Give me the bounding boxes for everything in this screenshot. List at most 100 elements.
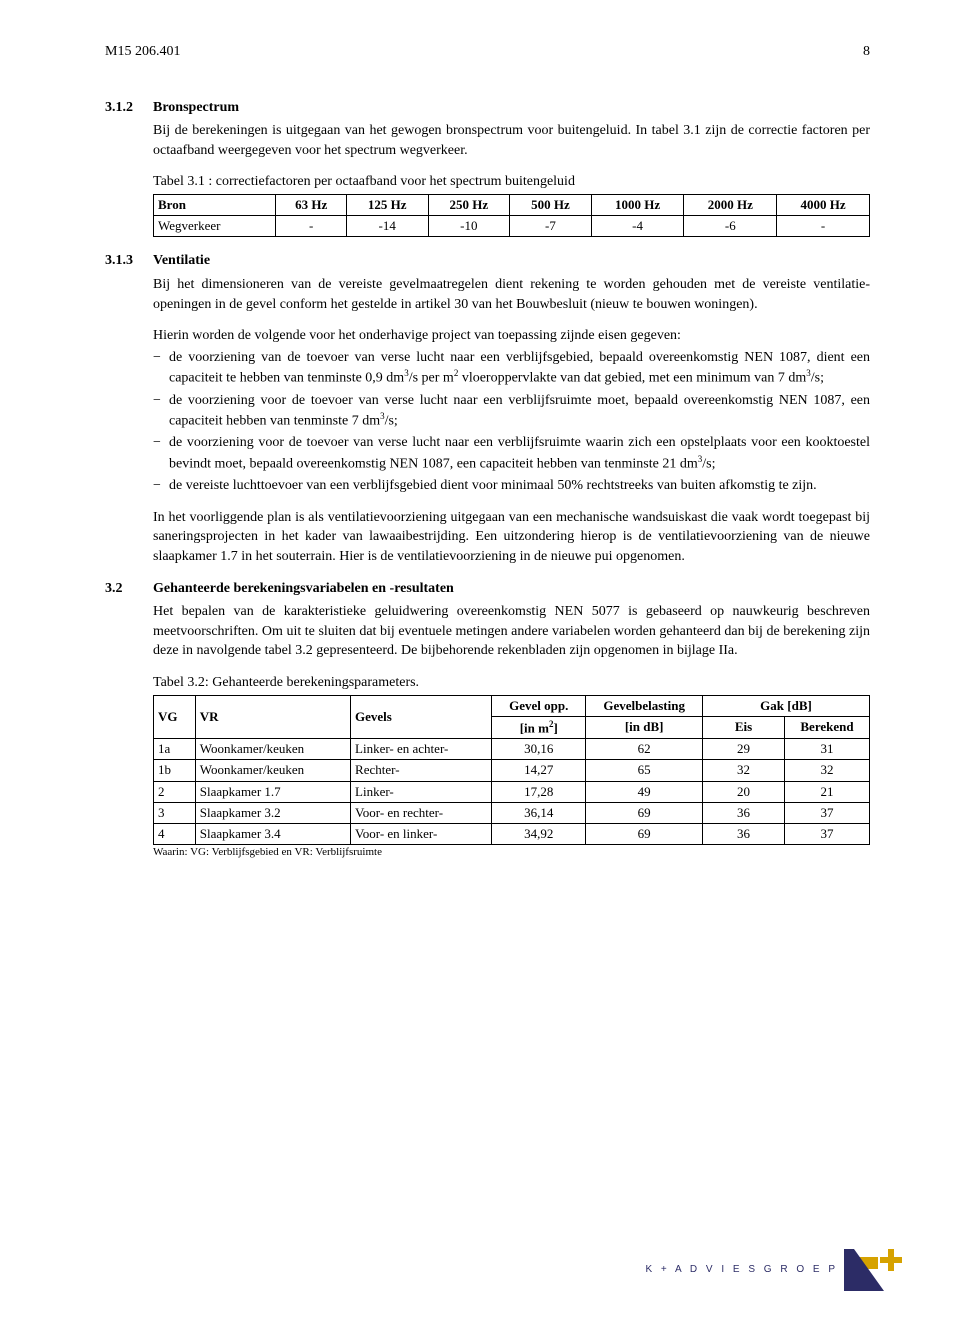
page-number: 8: [863, 42, 870, 62]
td: 65: [586, 760, 703, 781]
table-footnote: Waarin: VG: Verblijfsgebied en VR: Verbl…: [153, 845, 870, 860]
td: 1a: [154, 739, 196, 760]
td: Linker-: [351, 781, 492, 802]
th: [in m2]: [492, 716, 586, 739]
table-caption: Tabel 3.1 : correctiefactoren per octaaf…: [153, 172, 870, 192]
paragraph: Hierin worden de volgende voor het onder…: [153, 326, 870, 346]
td: -6: [684, 216, 777, 237]
td: Slaapkamer 3.2: [195, 802, 350, 823]
list-item: de voorziening voor de toevoer van verse…: [153, 391, 870, 432]
footer-logo: K + A D V I E S G R O E P: [645, 1249, 906, 1291]
td: 31: [785, 739, 870, 760]
text: vloeroppervlakte van dat gebied, met een…: [458, 371, 806, 386]
td: 3: [154, 802, 196, 823]
th: Gak [dB]: [703, 695, 870, 716]
td: Slaapkamer 1.7: [195, 781, 350, 802]
paragraph: Bij het dimensioneren van de vereiste ge…: [153, 275, 870, 314]
td: Linker- en achter-: [351, 739, 492, 760]
td: 32: [785, 760, 870, 781]
th: 4000 Hz: [777, 194, 870, 215]
table-header-row: Bron 63 Hz 125 Hz 250 Hz 500 Hz 1000 Hz …: [154, 194, 870, 215]
td: 36,14: [492, 802, 586, 823]
text: ]: [553, 720, 557, 735]
td: -7: [510, 216, 592, 237]
td: Woonkamer/keuken: [195, 760, 350, 781]
td: 62: [586, 739, 703, 760]
td: 14,27: [492, 760, 586, 781]
table-caption: Tabel 3.2: Gehanteerde berekeningsparame…: [153, 673, 870, 693]
th: 63 Hz: [276, 194, 346, 215]
th: [in dB]: [586, 716, 703, 739]
paragraph: Bij de berekeningen is uitgegaan van het…: [153, 121, 870, 160]
th: 250 Hz: [428, 194, 510, 215]
table-row: 1b Woonkamer/keuken Rechter- 14,27 65 32…: [154, 760, 870, 781]
th: 2000 Hz: [684, 194, 777, 215]
logo-icon: [844, 1249, 906, 1291]
td: 30,16: [492, 739, 586, 760]
section-313-body: Bij het dimensioneren van de vereiste ge…: [153, 275, 870, 567]
td: 4: [154, 824, 196, 845]
bullet-list: de voorziening van de toevoer van verse …: [153, 348, 870, 496]
td: -14: [346, 216, 428, 237]
section-number: 3.1.2: [105, 98, 153, 118]
text: [in m: [520, 720, 549, 735]
th: Gevel opp.: [492, 695, 586, 716]
page: M15 206.401 8 3.1.2 Bronspectrum Bij de …: [0, 0, 960, 1325]
list-item: de vereiste luchttoevoer van een verblij…: [153, 476, 870, 496]
td: -10: [428, 216, 510, 237]
td: 29: [703, 739, 785, 760]
td: Slaapkamer 3.4: [195, 824, 350, 845]
section-313-heading: 3.1.3 Ventilatie: [105, 251, 870, 271]
th: Berekend: [785, 716, 870, 739]
th: Eis: [703, 716, 785, 739]
td: 21: [785, 781, 870, 802]
td: Rechter-: [351, 760, 492, 781]
td: 69: [586, 802, 703, 823]
th: VG: [154, 695, 196, 739]
text: /s;: [811, 371, 824, 386]
th: 500 Hz: [510, 194, 592, 215]
paragraph: In het voorliggende plan is als ventilat…: [153, 508, 870, 567]
td: Voor- en rechter-: [351, 802, 492, 823]
th: Gevelbelasting: [586, 695, 703, 716]
table-row: 2 Slaapkamer 1.7 Linker- 17,28 49 20 21: [154, 781, 870, 802]
table-31: Bron 63 Hz 125 Hz 250 Hz 500 Hz 1000 Hz …: [153, 194, 870, 237]
td: Voor- en linker-: [351, 824, 492, 845]
section-title: Gehanteerde berekeningsvariabelen en -re…: [153, 579, 454, 599]
table-row: 1a Woonkamer/keuken Linker- en achter- 3…: [154, 739, 870, 760]
text: /s;: [385, 414, 398, 429]
td: -: [276, 216, 346, 237]
th: Bron: [154, 194, 276, 215]
page-header: M15 206.401 8: [105, 42, 870, 62]
td: 34,92: [492, 824, 586, 845]
section-32-heading: 3.2 Gehanteerde berekeningsvariabelen en…: [105, 579, 870, 599]
th: Gevels: [351, 695, 492, 739]
td: Woonkamer/keuken: [195, 739, 350, 760]
text: /s;: [702, 457, 715, 472]
doc-id: M15 206.401: [105, 42, 180, 62]
table-row: 4 Slaapkamer 3.4 Voor- en linker- 34,92 …: [154, 824, 870, 845]
td: 69: [586, 824, 703, 845]
td: 49: [586, 781, 703, 802]
td: 1b: [154, 760, 196, 781]
td: -4: [591, 216, 684, 237]
list-item: de voorziening van de toevoer van verse …: [153, 348, 870, 389]
th: VR: [195, 695, 350, 739]
td: 32: [703, 760, 785, 781]
section-number: 3.2: [105, 579, 153, 599]
td: -: [777, 216, 870, 237]
td: 37: [785, 802, 870, 823]
td: 2: [154, 781, 196, 802]
td: 36: [703, 824, 785, 845]
td: 37: [785, 824, 870, 845]
text: de voorziening voor de toevoer van verse…: [169, 435, 870, 471]
section-32-body: Het bepalen van de karakteristieke gelui…: [153, 602, 870, 860]
logo-text: K + A D V I E S G R O E P: [645, 1263, 838, 1277]
paragraph: Het bepalen van de karakteristieke gelui…: [153, 602, 870, 661]
td: 17,28: [492, 781, 586, 802]
table-row: 3 Slaapkamer 3.2 Voor- en rechter- 36,14…: [154, 802, 870, 823]
text: /s per m: [409, 371, 454, 386]
section-312-heading: 3.1.2 Bronspectrum: [105, 98, 870, 118]
table-32: VG VR Gevels Gevel opp. Gevelbelasting G…: [153, 695, 870, 846]
td: 36: [703, 802, 785, 823]
